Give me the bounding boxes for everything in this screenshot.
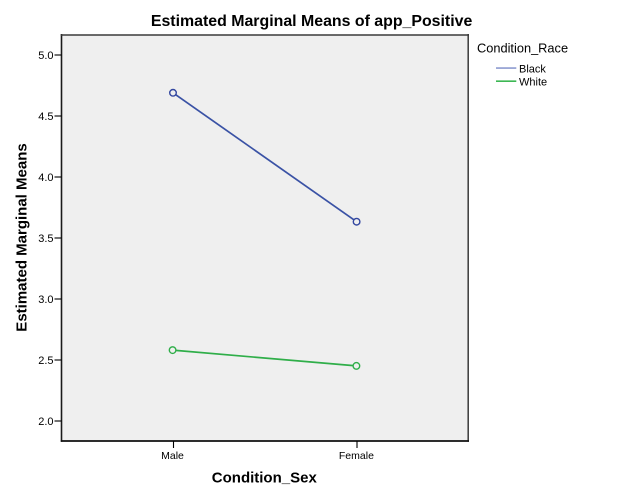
- svg-text:Female: Female: [339, 450, 374, 462]
- svg-text:5.0: 5.0: [38, 50, 53, 62]
- svg-text:Estimated Marginal Means of ap: Estimated Marginal Means of app_Positive: [151, 13, 473, 30]
- svg-text:2.0: 2.0: [38, 416, 53, 428]
- svg-text:White: White: [519, 77, 547, 89]
- svg-text:3.0: 3.0: [38, 294, 53, 306]
- svg-text:Condition_Sex: Condition_Sex: [212, 469, 318, 486]
- svg-text:Male: Male: [161, 450, 184, 462]
- svg-text:Black: Black: [519, 64, 546, 76]
- svg-text:3.5: 3.5: [38, 233, 53, 245]
- svg-text:2.5: 2.5: [38, 355, 53, 367]
- svg-text:Estimated Marginal Means: Estimated Marginal Means: [13, 143, 30, 331]
- svg-text:4.0: 4.0: [38, 172, 53, 184]
- svg-text:Condition_Race: Condition_Race: [477, 41, 568, 56]
- svg-text:4.5: 4.5: [38, 111, 53, 123]
